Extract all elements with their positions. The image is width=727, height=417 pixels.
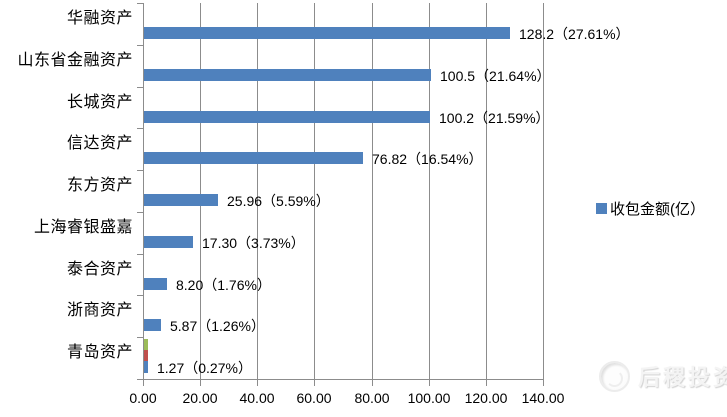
gridline	[543, 3, 544, 379]
y-axis-tick	[137, 45, 143, 46]
bar	[144, 319, 161, 331]
stray-mark	[144, 339, 148, 350]
y-axis-line	[143, 3, 144, 379]
x-axis-tick	[372, 379, 373, 386]
watermark-text: 后稷投资	[638, 365, 727, 390]
gridline	[429, 3, 430, 379]
y-axis-tick	[137, 295, 143, 296]
x-axis-tick-label: 60.00	[296, 390, 332, 406]
stray-mark	[144, 350, 148, 361]
value-label: 128.2（27.61%）	[519, 26, 630, 42]
y-axis-tick	[137, 337, 143, 338]
x-axis-line	[143, 379, 544, 380]
value-label: 17.30（3.73%）	[202, 235, 305, 251]
gridline	[486, 3, 487, 379]
value-label: 8.20（1.76%）	[176, 277, 271, 293]
x-axis-tick-label: 100.00	[407, 390, 451, 406]
x-axis-tick	[314, 379, 315, 386]
y-axis-tick	[137, 87, 143, 88]
x-axis-tick	[543, 379, 544, 386]
category-label: 泰合资产	[66, 261, 133, 278]
value-label: 1.27（0.27%）	[157, 360, 252, 376]
x-axis-tick-label: 20.00	[182, 390, 218, 406]
bar	[144, 69, 431, 81]
category-label: 上海睿银盛嘉	[33, 219, 133, 236]
category-label: 山东省金融资产	[17, 52, 133, 69]
y-axis-tick	[137, 3, 143, 4]
x-axis-tick-label: 140.00	[521, 390, 565, 406]
category-label: 浙商资产	[66, 302, 133, 319]
x-axis-tick	[257, 379, 258, 386]
x-axis-tick	[200, 379, 201, 386]
category-label: 华融资产	[66, 10, 133, 27]
x-axis-tick	[429, 379, 430, 386]
gridline	[372, 3, 373, 379]
value-label: 25.96（5.59%）	[227, 193, 330, 209]
x-axis-tick	[486, 379, 487, 386]
y-axis-tick	[137, 128, 143, 129]
gridline	[257, 3, 258, 379]
x-axis-tick-label: 0.00	[129, 390, 157, 406]
y-axis-tick	[137, 254, 143, 255]
y-axis-tick	[137, 379, 143, 380]
y-axis-tick	[137, 212, 143, 213]
gridline	[314, 3, 315, 379]
watermark: 后稷投资	[599, 360, 727, 392]
category-label: 东方资产	[66, 177, 133, 194]
x-axis-tick	[143, 379, 144, 386]
x-axis-tick-label: 40.00	[239, 390, 275, 406]
bar	[144, 27, 510, 39]
bar	[144, 111, 430, 123]
bar	[144, 236, 193, 248]
value-label: 76.82（16.54%）	[372, 151, 483, 167]
watermark-logo-icon	[599, 360, 630, 392]
category-label: 青岛资产	[66, 344, 133, 361]
bar	[144, 361, 148, 373]
x-axis-tick-label: 80.00	[354, 390, 390, 406]
value-label: 100.2（21.59%）	[439, 110, 550, 126]
category-label: 信达资产	[66, 135, 133, 152]
value-label: 5.87（1.26%）	[170, 318, 265, 334]
legend: 收包金额(亿）	[596, 198, 705, 219]
legend-swatch	[596, 203, 607, 214]
value-label: 100.5（21.64%）	[440, 68, 551, 84]
gridline	[200, 3, 201, 379]
bar	[144, 152, 363, 164]
y-axis-tick	[137, 170, 143, 171]
bar	[144, 278, 167, 290]
legend-label: 收包金额(亿）	[610, 201, 705, 218]
x-axis-tick-label: 120.00	[464, 390, 508, 406]
bar	[144, 194, 218, 206]
category-label: 长城资产	[66, 94, 133, 111]
